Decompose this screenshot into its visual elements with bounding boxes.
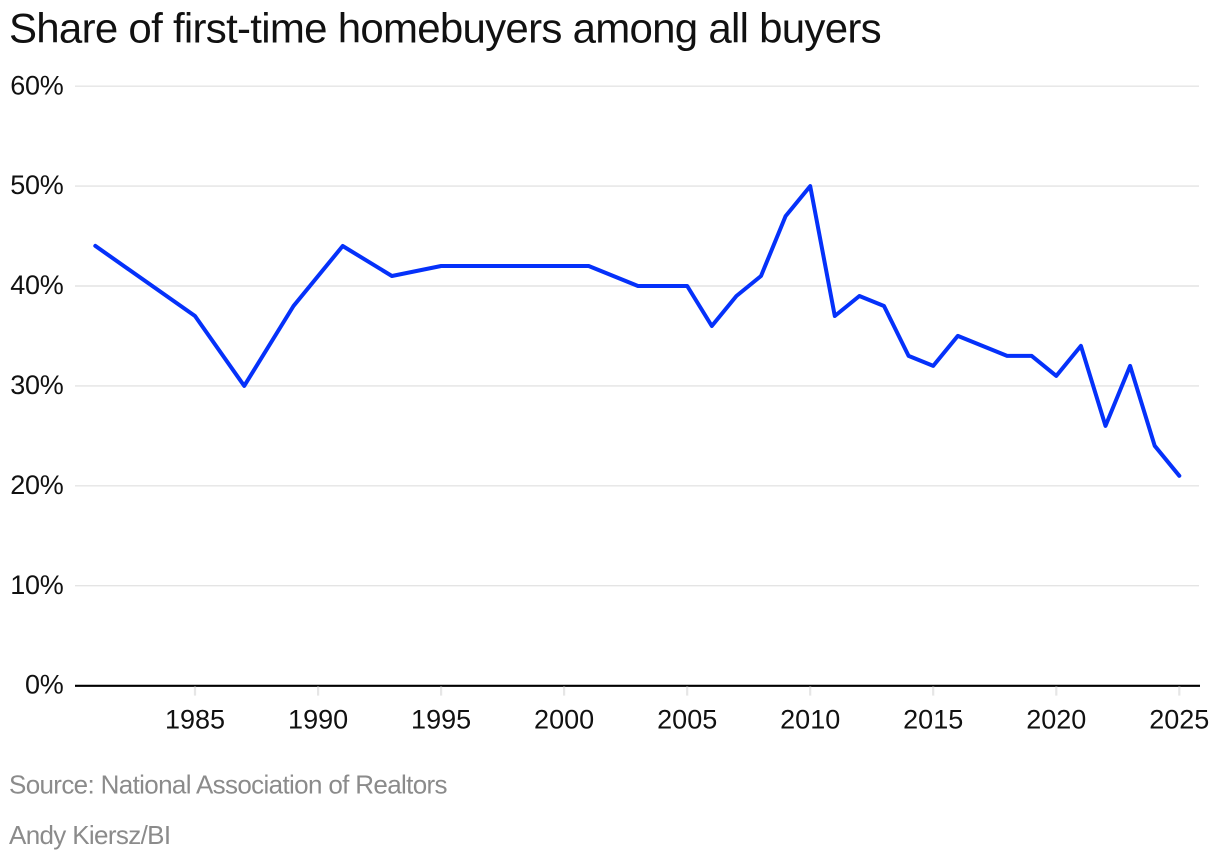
svg-text:2020: 2020 xyxy=(1026,705,1086,735)
svg-text:2000: 2000 xyxy=(534,705,594,735)
svg-text:60%: 60% xyxy=(10,70,64,100)
svg-text:Andy Kiersz/BI: Andy Kiersz/BI xyxy=(9,820,170,850)
svg-text:1990: 1990 xyxy=(288,705,348,735)
svg-text:2005: 2005 xyxy=(657,705,717,735)
svg-text:40%: 40% xyxy=(10,270,64,300)
svg-text:30%: 30% xyxy=(10,370,64,400)
svg-text:Source: National Association o: Source: National Association of Realtors xyxy=(9,770,448,800)
svg-text:2010: 2010 xyxy=(780,705,840,735)
svg-text:2025: 2025 xyxy=(1149,705,1209,735)
svg-text:Share of first-time homebuyers: Share of first-time homebuyers among all… xyxy=(9,5,881,52)
svg-text:1995: 1995 xyxy=(411,705,471,735)
svg-text:50%: 50% xyxy=(10,170,64,200)
svg-text:0%: 0% xyxy=(25,670,64,700)
svg-text:10%: 10% xyxy=(10,570,64,600)
svg-text:20%: 20% xyxy=(10,470,64,500)
svg-text:1985: 1985 xyxy=(165,705,225,735)
svg-text:2015: 2015 xyxy=(903,705,963,735)
